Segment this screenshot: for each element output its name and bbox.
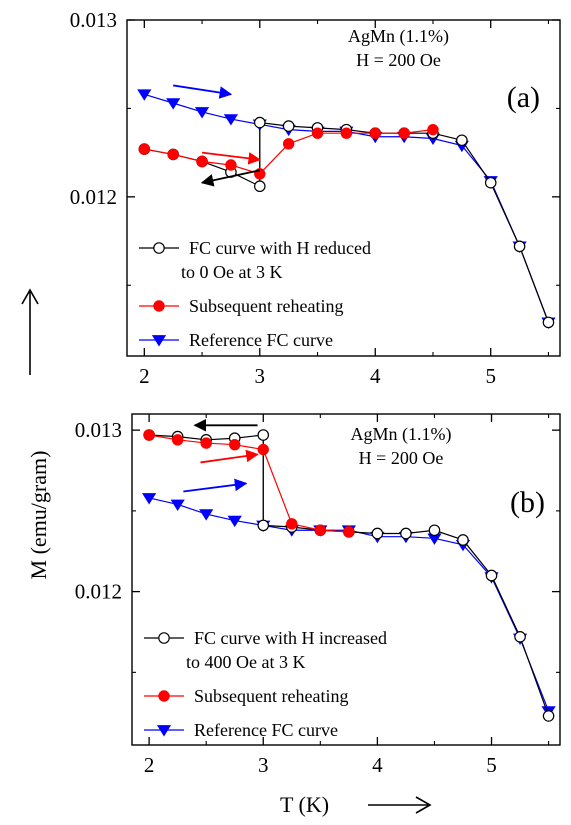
data-point (398, 127, 410, 139)
legend-label: Reference FC curve (189, 330, 333, 350)
data-point (253, 180, 266, 193)
x-tick-label: 4 (372, 753, 383, 777)
data-point (142, 493, 157, 505)
data-point (167, 148, 179, 161)
data-point (371, 527, 384, 540)
series-line (144, 121, 550, 323)
data-point (542, 710, 555, 722)
data-point (311, 127, 324, 139)
panel-a: 2 3 4 5 0.012 0.013 AgMn (1.1%) H = 200 Oe (a) FC… (70, 8, 561, 388)
data-point (151, 335, 167, 347)
data-point (514, 631, 526, 643)
data-point (138, 143, 151, 155)
y-tick-label: 0.013 (70, 8, 117, 32)
direction-arrow-right (200, 449, 259, 464)
x-tick-label: 3 (255, 364, 266, 388)
panel-label: (b) (510, 486, 545, 519)
data-point (542, 316, 555, 329)
data-point (171, 434, 184, 446)
data-point (143, 429, 155, 441)
data-point (153, 300, 165, 312)
data-point (225, 159, 237, 171)
data-point (314, 524, 327, 536)
x-tick-label: 4 (370, 364, 381, 388)
y-tick-label: 0.013 (75, 418, 122, 442)
data-point (343, 526, 355, 538)
data-point (257, 443, 269, 456)
series-1 (143, 429, 355, 538)
data-point (158, 690, 170, 702)
data-point (369, 127, 381, 139)
data-point (170, 499, 185, 511)
legend-label: FC curve with H reduced (189, 238, 371, 258)
data-point (257, 519, 270, 532)
data-point (456, 134, 468, 147)
legend-entry: Subsequent reheating (139, 296, 343, 316)
legend-label: Reference FC curve (194, 720, 338, 740)
x-tick-label: 3 (258, 753, 269, 777)
data-point (194, 107, 210, 119)
series-line (149, 434, 349, 533)
data-point (484, 176, 497, 189)
data-point (196, 155, 208, 168)
data-point (137, 89, 152, 101)
annotation-text: AgMn (1.1%) (351, 424, 452, 445)
data-point (158, 632, 170, 644)
data-point (513, 240, 526, 253)
data-point (457, 534, 469, 546)
data-point (200, 437, 212, 449)
legend-entry: FC curve with H reduced to 0 Oe at 3 K (139, 238, 371, 282)
legend-label: to 400 Oe at 3 K (186, 652, 305, 672)
panel-label: (a) (507, 81, 540, 114)
data-point (156, 725, 172, 737)
plot-frame (131, 413, 561, 746)
x-tick-label: 5 (486, 753, 497, 777)
legend-label: to 0 Oe at 3 K (181, 262, 282, 282)
direction-arrow-left (200, 169, 260, 187)
x-axis-label-arrow (368, 796, 432, 814)
legend-entry: Reference FC curve (144, 720, 338, 740)
data-point (253, 116, 266, 129)
legend-entry: Reference FC curve (139, 330, 333, 350)
direction-arrow-right (183, 478, 248, 493)
data-point (282, 138, 295, 150)
x-axis-label: T (K) (280, 792, 329, 817)
data-point (153, 242, 165, 254)
data-point (229, 438, 241, 451)
y-tick-label: 0.012 (70, 185, 117, 209)
annotation-text: AgMn (1.1%) (348, 26, 449, 47)
data-point (223, 114, 239, 126)
annotation-text: H = 200 Oe (356, 50, 441, 70)
x-tick-label: 2 (139, 364, 150, 388)
data-point (340, 127, 353, 139)
y-axis-label: M (emu/gram) (26, 451, 51, 580)
data-point (166, 98, 181, 110)
data-point (257, 429, 270, 441)
data-point (485, 569, 498, 582)
data-point (282, 120, 295, 132)
y-tick-label: 0.012 (75, 580, 122, 604)
data-point (428, 524, 441, 537)
x-tick-label: 5 (485, 364, 496, 388)
data-point (427, 123, 439, 136)
plot-frame (126, 19, 561, 357)
panel-b: 2 3 4 5 0.012 0.013 AgMn (1.1%) H = 200 Oe (b) FC… (75, 413, 561, 777)
direction-arrow-right (173, 84, 233, 99)
data-point (199, 509, 214, 521)
series-1 (138, 123, 439, 180)
legend-entry: Subsequent reheating (144, 686, 348, 706)
legend-label: Subsequent reheating (194, 686, 348, 706)
legend-label: FC curve with H increased (194, 628, 387, 648)
annotation-text: H = 200 Oe (359, 448, 444, 468)
series-0 (143, 429, 555, 722)
data-point (227, 515, 242, 528)
x-tick-label: 2 (144, 753, 155, 777)
direction-arrow-right (201, 151, 262, 165)
data-point (286, 518, 298, 530)
y-axis-label-arrow (21, 288, 39, 375)
data-point (400, 527, 412, 540)
legend-label: Subsequent reheating (189, 296, 343, 316)
legend-entry: FC curve with H increased to 400 Oe at 3 … (144, 628, 387, 672)
